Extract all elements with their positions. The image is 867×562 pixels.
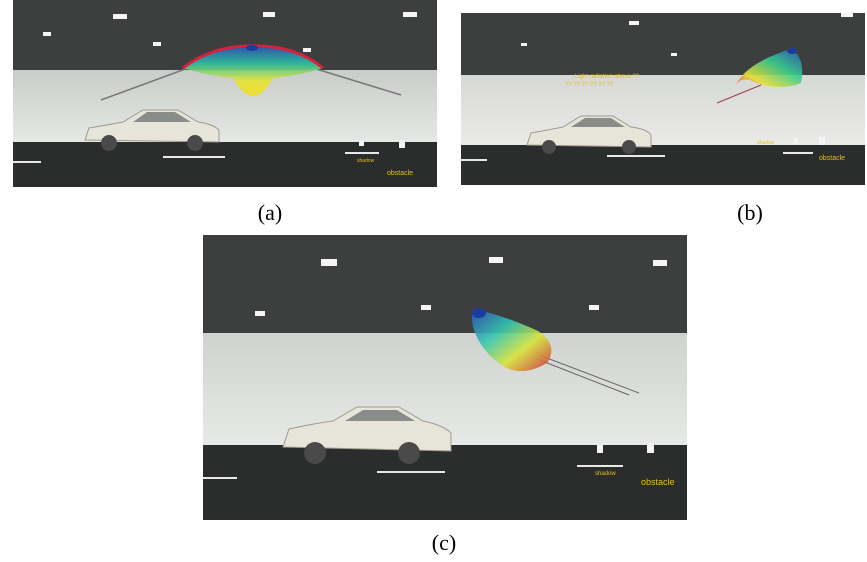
scene-a: shadow obstacle	[13, 0, 437, 187]
road	[203, 445, 687, 520]
obstacle-marker	[399, 140, 405, 148]
light-distribution-solid	[100, 44, 402, 101]
wall	[13, 70, 437, 142]
ceiling-lights	[43, 12, 417, 52]
caption-b: (b)	[737, 200, 763, 225]
road	[461, 145, 865, 185]
obstacle-label: obstacle	[819, 155, 845, 162]
caption-a: (a)	[257, 200, 283, 225]
car	[282, 406, 452, 464]
caption-c: (c)	[431, 530, 457, 555]
shadow-label: shadow	[757, 140, 775, 146]
shadow-label: shadow	[357, 158, 375, 164]
panel-a: shadow obstacle	[13, 0, 437, 187]
ceiling-lights	[255, 257, 667, 316]
lane-markings	[461, 152, 813, 161]
annotation-line-1: Light radiation above ??	[575, 74, 640, 80]
obstacle-marker	[647, 443, 654, 453]
road	[13, 142, 437, 187]
shadow-marker	[793, 138, 798, 144]
shadow-label: shadow	[595, 471, 616, 477]
scene-b: Light radiation above ?? ?? ?? ?? ?? ?? …	[461, 13, 865, 185]
panel-b: Light radiation above ?? ?? ?? ?? ?? ?? …	[461, 13, 865, 185]
ceiling	[203, 235, 687, 333]
obstacle-label: obstacle	[387, 170, 413, 177]
car	[526, 115, 652, 154]
shadow-marker	[597, 445, 603, 453]
light-distribution-solid	[716, 48, 803, 104]
light-distribution-solid	[472, 308, 640, 396]
panel-c: shadow obstacle	[203, 235, 687, 520]
obstacle-marker	[819, 137, 825, 145]
scene-c: shadow obstacle	[203, 235, 687, 520]
obstacle-label: obstacle	[641, 477, 675, 487]
wall	[461, 75, 865, 145]
lane-markings	[13, 152, 379, 163]
wall	[203, 333, 687, 445]
annotation-line-2: ?? ?? ?? ?? ?? ??	[565, 82, 614, 88]
lane-markings	[203, 465, 623, 479]
car	[84, 109, 220, 151]
shadow-marker	[359, 140, 364, 146]
ceiling-lights	[521, 13, 853, 56]
